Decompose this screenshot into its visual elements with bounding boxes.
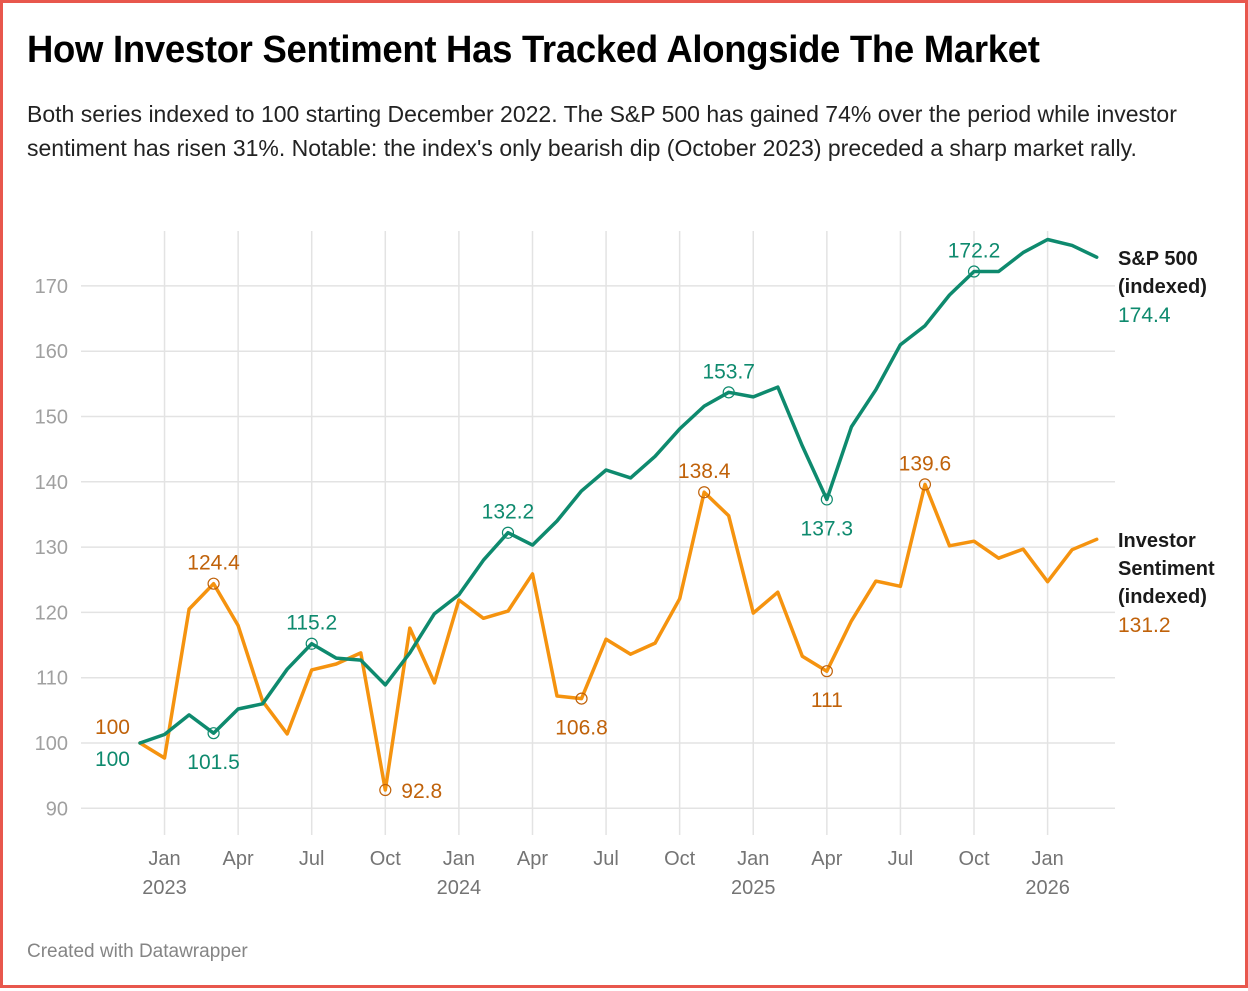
chart-subtitle: Both series indexed to 100 starting Dece… — [27, 101, 1177, 161]
data-label-sentiment: 100 — [95, 716, 130, 739]
x-tick-label: Apr — [517, 848, 548, 870]
data-label-sp500: 137.3 — [801, 517, 854, 540]
highlight-point-marker — [207, 577, 220, 590]
direct-legend: S&P 500 (indexed) 174.4 Investor Sentiment (i… — [1118, 248, 1215, 637]
highlight-point-marker — [575, 692, 588, 705]
y-tick-label: 100 — [35, 733, 68, 755]
x-tick-year: 2023 — [142, 877, 187, 899]
data-label-sentiment: 138.4 — [678, 460, 731, 483]
x-tick-year: 2025 — [731, 877, 776, 899]
highlight-point-marker — [820, 665, 833, 678]
data-label-sp500: 153.7 — [702, 360, 755, 383]
legend-name-sentiment: Sentiment — [1118, 558, 1215, 580]
y-tick-label: 160 — [35, 341, 68, 363]
x-tick-label: Apr — [223, 848, 254, 870]
highlight-point-marker — [698, 486, 711, 499]
legend-name-sentiment: (indexed) — [1118, 586, 1207, 608]
x-tick-label: Jan — [1031, 848, 1063, 870]
x-tick-label: Jul — [593, 848, 619, 870]
y-tick-label: 170 — [35, 276, 68, 298]
x-tick-label: Apr — [811, 848, 842, 870]
data-label-sentiment: 124.4 — [187, 552, 240, 575]
annotations: 100 101.5 115.2 132.2 153.7 137.3 172.2 100 124.… — [95, 240, 1000, 803]
y-tick-label: 90 — [46, 798, 68, 820]
y-tick-label: 110 — [36, 668, 68, 690]
y-tick-label: 120 — [35, 602, 68, 624]
y-tick-label: 140 — [35, 472, 68, 494]
data-label-sp500: 100 — [95, 748, 130, 771]
chart-title: How Investor Sentiment Has Tracked Along… — [27, 29, 1040, 71]
legend-name-sp500: (indexed) — [1118, 276, 1207, 298]
legend-name-sp500: S&P 500 — [1118, 248, 1198, 270]
data-label-sentiment: 139.6 — [899, 452, 952, 475]
y-tick-label: 150 — [35, 407, 68, 429]
x-tick-year: 2024 — [437, 877, 482, 899]
x-tick-label: Oct — [370, 848, 402, 870]
data-label-sentiment: 111 — [811, 689, 843, 712]
highlight-point-marker — [820, 493, 833, 506]
highlight-point-marker — [379, 783, 392, 797]
x-gridlines — [163, 231, 1049, 835]
x-axis: Jan 2023 Apr Jul Oct Jan 2024 Apr Jul Oct Jan 2025 A… — [142, 848, 1070, 899]
series-line-sentiment — [138, 482, 1099, 792]
line-chart: 90 100 110 120 130 140 150 160 170 Jan 2023 Apr Jul… — [35, 231, 1215, 899]
data-label-sp500: 101.5 — [187, 751, 240, 774]
series-line-sp500 — [138, 237, 1099, 745]
highlight-point-marker — [722, 386, 735, 399]
highlight-point-marker — [967, 265, 981, 278]
footer-credit: Created with Datawrapper — [27, 941, 248, 962]
data-label-sentiment: 92.8 — [401, 780, 442, 803]
series-lines — [138, 237, 1099, 792]
legend-name-sentiment: Investor — [1118, 530, 1196, 552]
y-axis: 90 100 110 120 130 140 150 160 170 — [35, 276, 68, 820]
highlight-point-marker — [918, 478, 932, 491]
x-tick-label: Jul — [888, 848, 914, 870]
x-tick-label: Jan — [443, 848, 475, 870]
data-label-sp500: 172.2 — [948, 240, 1001, 263]
legend-last-value-sp500: 174.4 — [1118, 304, 1171, 327]
highlight-point-marker — [305, 637, 318, 650]
x-tick-label: Jan — [737, 848, 769, 870]
x-tick-year: 2026 — [1025, 877, 1070, 899]
y-tick-label: 130 — [35, 537, 68, 559]
highlight-point-marker — [207, 727, 220, 740]
x-tick-label: Oct — [958, 848, 990, 870]
x-tick-label: Jul — [299, 848, 325, 870]
data-label-sp500: 132.2 — [482, 501, 535, 524]
data-label-sentiment: 106.8 — [555, 717, 608, 740]
data-label-sp500: 115.2 — [286, 612, 337, 635]
highlight-point-marker — [501, 526, 515, 539]
legend-last-value-sentiment: 131.2 — [1118, 614, 1171, 637]
x-tick-label: Jan — [148, 848, 180, 870]
x-tick-label: Oct — [664, 848, 696, 870]
